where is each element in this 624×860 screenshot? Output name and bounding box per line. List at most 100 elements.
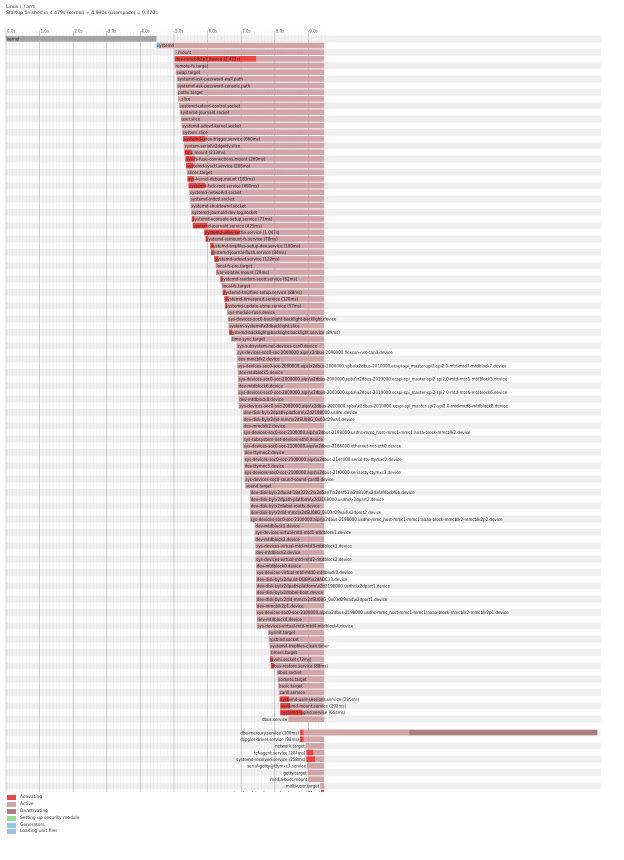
bar-active	[255, 582, 325, 589]
bar-active	[249, 489, 325, 496]
row-label: systemd-networkd.socket	[190, 190, 242, 195]
tick-label: 1.0s	[41, 29, 49, 34]
tick-label: 4.0s	[141, 29, 149, 34]
header-title: Linux ( ) arm	[6, 5, 36, 10]
row-label: systemd-backlight@backlight:backlight.se…	[230, 330, 340, 335]
legend-item: Active	[7, 801, 79, 808]
row-label: systemd	[157, 43, 174, 48]
bar-active	[255, 556, 325, 562]
bar-active	[242, 442, 325, 449]
bar-loading	[156, 42, 160, 49]
row-label: -.mount	[175, 50, 191, 55]
row-stripe	[6, 755, 601, 763]
row-label: dev-ttymxc2.device	[245, 450, 285, 455]
row-label: serial-getty@ttymxc3.service	[247, 764, 306, 769]
bar-active	[242, 429, 325, 436]
legend-label: Loading unit files	[20, 829, 58, 835]
x-axis-ticks: 0.0s 1.0s 2.0s 3.0s 4.0s 5.0s 6.0s 7.0s 8.0s 9.0s	[7, 29, 318, 34]
legend-swatch	[7, 808, 16, 814]
bar-active	[255, 596, 325, 602]
bar-active	[307, 769, 325, 776]
row-label: systemd-udev-settle.service (1.047s)	[205, 230, 280, 235]
row-label: dev-disk-by\x2dlabel-boot.device	[257, 590, 324, 595]
row-label: dev-mtdblock6.device	[239, 383, 284, 388]
row-label: sys-subsystem-net-devices-can0.device	[237, 343, 317, 348]
bar-active	[279, 696, 325, 702]
row-label: paths.target	[178, 90, 203, 95]
row-label: -.slice	[179, 97, 191, 102]
bar-active	[249, 516, 325, 522]
bar-active	[245, 482, 325, 489]
row-label: systemd-sysctl.service (206ms)	[187, 163, 251, 168]
row-label: systemd-timesyncd.service (120ms)	[225, 297, 298, 302]
bar-active	[174, 49, 325, 55]
bar-activating	[225, 302, 227, 309]
bar-active	[270, 649, 325, 656]
row-label: systemd-update-utmp.service (57ms)	[226, 303, 302, 308]
row-label: dbe-mercury.service (100ms)	[240, 730, 299, 735]
row-label: dev-disk-by\x2dpath-platform\x2d2198000.…	[244, 410, 358, 415]
row-label: systemd-tmpfiles-setup.service (88ms)	[224, 290, 303, 295]
row-label: systemd-tmpfiles-setup-dev.service (100m…	[211, 243, 301, 248]
bar-activating	[270, 656, 273, 662]
row-label: doppler-driver.service (98ms)	[240, 737, 299, 742]
legend: Activating Active Deactivating Setting u…	[7, 794, 79, 835]
bar-active	[254, 536, 325, 542]
bar-activating	[279, 696, 290, 702]
bar-active	[215, 262, 325, 269]
bar-active	[255, 569, 325, 576]
chart-bars	[6, 36, 598, 792]
row-label: sys-devices-soc0-soc-2100000.aips\x2dbus…	[244, 443, 402, 448]
row-label: dev-mtdblock3.device	[255, 537, 300, 542]
row-label: dev-mtdblock2.device	[256, 550, 301, 555]
bar-active	[254, 529, 325, 536]
row-label: avahi.socket (72ms)	[271, 657, 312, 662]
bar-active	[254, 522, 325, 529]
row-label: dev-ttymxc3.device	[245, 463, 285, 468]
bar-active	[238, 402, 325, 409]
row-label: sys-devices-soc0-soc-2000000.aips\x2dbus…	[239, 390, 508, 395]
row-label: systemd-update-utmp-runlevel.service (74…	[227, 790, 321, 792]
row-label: systemd-remount-fs.service (78ms)	[206, 237, 278, 242]
legend-swatch	[7, 815, 16, 821]
bar-active	[186, 169, 325, 176]
bar-active	[268, 629, 325, 636]
boot-chart: 0.0s 1.0s 2.0s 3.0s 4.0s 5.0s 6.0s 7.0s 8.0s 9.0s…	[5, 29, 601, 792]
bar-activating	[306, 756, 316, 762]
bar-active	[308, 776, 325, 783]
row-label: basic.target	[279, 684, 303, 689]
row-label: dev-disk-by\x2duuid-DDBA\x2dADC33.device	[257, 577, 348, 582]
bar-active	[237, 362, 325, 369]
row-label: can0.service	[280, 690, 306, 695]
row-label: sys-devices-virtual-mtd-mtd2-mtdblock2.d…	[256, 557, 352, 562]
row-label: dev-mtdblock4.device	[257, 617, 302, 622]
bar-active	[280, 703, 325, 709]
row-label: systemd-fsck-root.service (490ms)	[189, 183, 259, 188]
row-label: system.slice	[183, 130, 208, 135]
row-label: sys-devices-soc0-sound-sound-card0.devic…	[245, 477, 334, 482]
bar-active	[242, 422, 325, 429]
bar-active	[227, 309, 325, 316]
row-label: systemd-udevd-kernel.socket	[182, 123, 241, 128]
legend-label: Active	[20, 801, 34, 807]
bar-active	[276, 669, 325, 676]
bar-activating	[280, 709, 303, 716]
row-label: dev-mmcblk2p1.device	[257, 604, 304, 609]
row-stripe	[6, 742, 601, 750]
row-label: systemd-ask-password-console.path	[177, 83, 250, 88]
row-label: systemd-journald.service (425ms)	[194, 223, 263, 228]
bar-active	[231, 336, 325, 342]
row-label: systemd-journald.socket	[181, 110, 230, 115]
bar-activating	[183, 136, 206, 142]
bar-active	[214, 256, 325, 262]
row-label: local-fs.target	[223, 283, 251, 288]
row-label: dev-disk-by\x2duuid-18d322c2\x2d5ae7\x2d…	[251, 490, 415, 495]
row-label: sysinit.target	[269, 630, 296, 635]
bar-active	[176, 82, 325, 89]
bar-activating	[300, 729, 304, 736]
bar-active	[228, 322, 325, 329]
row-stripe	[6, 782, 601, 790]
bar-activating	[185, 156, 195, 162]
bar-active	[180, 116, 325, 122]
row-label: sys-devices-soc0-soc-2000000.aips\x2dbus…	[238, 363, 507, 368]
